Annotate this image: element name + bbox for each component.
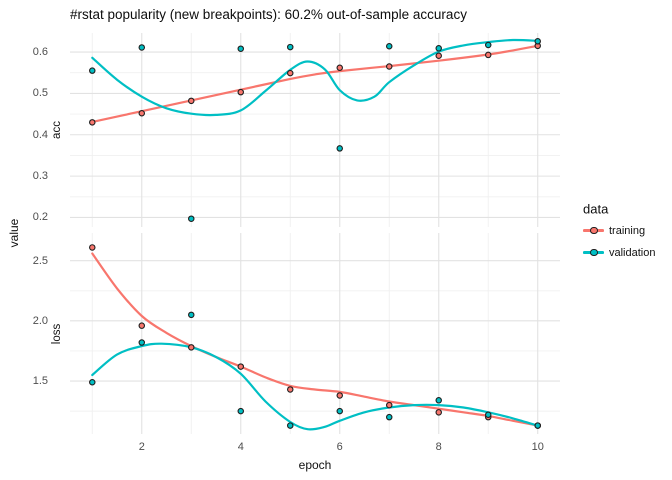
smooth-line-training xyxy=(91,252,539,427)
data-point-validation xyxy=(385,413,393,421)
data-point-validation xyxy=(188,215,195,222)
legend-item-training: training xyxy=(583,225,645,237)
data-point-validation xyxy=(534,422,541,429)
data-point-validation xyxy=(385,42,393,50)
data-point-validation xyxy=(89,378,96,386)
data-point-training xyxy=(89,244,96,251)
legend-label: training xyxy=(609,224,646,237)
y-tick-label: 1.5 xyxy=(32,375,48,388)
smooth-line-validation xyxy=(91,38,539,117)
x-tick-label: 6 xyxy=(336,441,343,453)
data-point-validation xyxy=(435,45,442,52)
y-tick-label: 2.5 xyxy=(32,254,48,267)
data-point-training xyxy=(89,119,96,126)
y-tick-label: 0.2 xyxy=(32,211,48,224)
data-point-training xyxy=(237,363,245,370)
facet-panel-acc xyxy=(70,33,560,227)
x-tick-label: 2 xyxy=(138,441,145,453)
data-point-validation xyxy=(484,411,492,418)
data-point-training xyxy=(336,64,343,71)
data-point-validation xyxy=(138,44,146,51)
legend-key-icon xyxy=(583,226,604,235)
y-tick-label: 0.6 xyxy=(32,46,48,59)
y-tick-label: 0.5 xyxy=(32,87,48,100)
x-tick-label: 10 xyxy=(531,441,544,453)
data-point-validation xyxy=(287,43,294,51)
data-point-validation xyxy=(336,407,343,415)
data-point-training xyxy=(287,69,294,77)
data-point-validation xyxy=(435,397,442,404)
data-point-validation xyxy=(534,38,541,45)
y-tick-label: 0.4 xyxy=(32,128,48,141)
data-point-training xyxy=(237,88,245,96)
legend-key-icon xyxy=(583,248,604,257)
data-point-training xyxy=(138,322,146,329)
y-axis-title: value xyxy=(7,218,21,248)
y-tick-label: 0.3 xyxy=(32,170,48,183)
data-point-training xyxy=(385,63,393,70)
x-tick-label: 8 xyxy=(435,441,442,453)
x-axis-title: epoch xyxy=(298,458,332,472)
plot-title: #rstat popularity (new breakpoints): 60.… xyxy=(70,7,467,22)
x-tick-label: 4 xyxy=(237,441,244,453)
legend-item-validation: validation xyxy=(583,247,655,259)
data-point-validation xyxy=(237,407,245,415)
facet-strip-label-loss: loss xyxy=(51,323,63,344)
facet-strip-label-acc: acc xyxy=(51,121,63,139)
data-point-training xyxy=(385,401,393,409)
data-point-training xyxy=(435,52,442,60)
data-point-training xyxy=(188,97,195,105)
data-point-training xyxy=(188,344,195,351)
data-point-validation xyxy=(287,422,294,429)
data-point-training xyxy=(435,409,442,416)
data-point-training xyxy=(336,392,343,399)
smooth-line-validation xyxy=(91,342,539,431)
smooth-line-training xyxy=(91,44,539,123)
data-point-validation xyxy=(237,45,245,52)
data-point-training xyxy=(287,386,294,393)
data-point-validation xyxy=(138,339,146,346)
data-point-training xyxy=(484,51,492,59)
data-point-validation xyxy=(484,41,492,49)
data-point-training xyxy=(138,109,146,117)
facet-panel-loss xyxy=(70,233,560,434)
data-point-validation xyxy=(336,145,343,152)
y-tick-label: 2.0 xyxy=(32,314,48,327)
data-point-validation xyxy=(89,67,96,74)
legend-label: validation xyxy=(609,246,656,259)
legend-title: data xyxy=(583,201,609,217)
data-point-validation xyxy=(188,311,195,319)
